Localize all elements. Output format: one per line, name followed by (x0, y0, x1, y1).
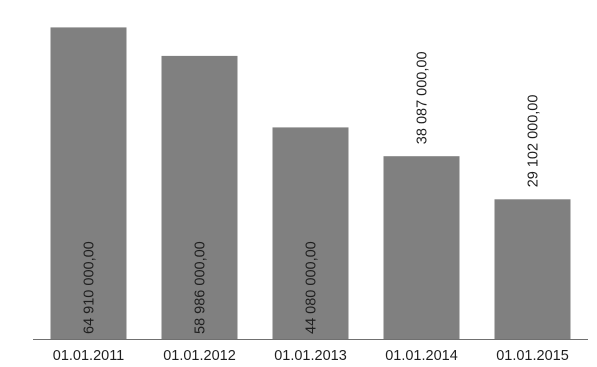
bar-01.01.2011 (50, 27, 127, 340)
bar-01.01.2012 (161, 55, 238, 340)
data-label: 29 102 000,00 (526, 95, 542, 188)
x-tick-labels: 01.01.2011 01.01.2012 01.01.2013 01.01.2014… (53, 348, 569, 364)
x-tick-label: 01.01.2012 (163, 348, 236, 364)
data-label: 44 080 000,00 (304, 241, 320, 334)
bar-01.01.2013 (272, 127, 349, 340)
value-labels: 64 910 000,00 58 986 000,00 44 080 000,00 3… (82, 51, 542, 334)
x-tick-label: 01.01.2014 (385, 348, 458, 364)
data-label: 38 087 000,00 (415, 51, 431, 144)
bar-01.01.2015 (494, 199, 571, 339)
bars-layer (50, 27, 571, 340)
bar-01.01.2014 (383, 156, 460, 339)
data-label: 64 910 000,00 (82, 241, 98, 334)
data-label: 58 986 000,00 (193, 241, 209, 334)
x-tick-label: 01.01.2015 (496, 348, 569, 364)
x-tick-label: 01.01.2013 (274, 348, 347, 364)
x-tick-label: 01.01.2011 (53, 348, 125, 364)
